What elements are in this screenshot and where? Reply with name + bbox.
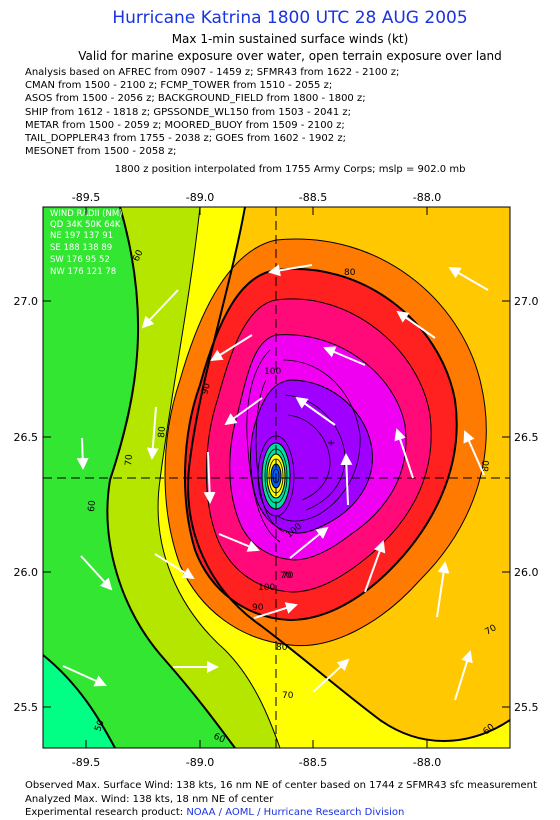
center-position-note: 1800 z position interpolated from 1755 A… [114,164,466,175]
source-line: Analysis based on AFREC from 0907 - 1459… [25,67,400,78]
contour-label: 60 [212,732,227,746]
y-tick-label: 25.5 [14,701,39,714]
x-tick-label: -89.5 [72,756,100,769]
wind-radii-row: NW 176 121 78 [50,267,116,277]
x-tick-label: -88.0 [413,756,441,769]
wind-radii-header: QD 34K 50K 64K [50,220,121,230]
x-tick-label: -89.0 [186,191,214,204]
analyzed-max-wind: Analyzed Max. Wind: 138 kts, 18 nm NE of… [25,793,274,805]
contour-label: 70 [282,571,294,581]
contour-label: 90 [252,603,264,613]
contour-label: 60 [132,248,146,263]
map-frame [42,206,511,749]
source-line: SHIP from 1612 - 1818 z; GPSSONDE_WL150 … [25,106,351,118]
contour-label: 50 [93,719,106,733]
credit-prefix: Experimental research product: [25,807,184,818]
y-tick-label: 27.0 [514,295,539,308]
contour-label: 100 [264,367,281,377]
wind-radii-row: SW 176 95 52 [50,255,110,265]
contour-label: 80 [344,268,356,278]
contour-label: 90 [200,382,213,396]
contour-label: 80 [276,643,288,653]
source-line: MESONET from 1500 - 2058 z; [25,146,177,158]
y-tick-label: 26.5 [514,431,539,444]
wind-radii-row: NE 197 137 91 [50,231,113,241]
axis-ticks [43,207,510,748]
contour-label: 70 [280,571,292,581]
observed-max-wind: Observed Max. Surface Wind: 138 kts, 16 … [25,780,537,791]
wind-field-map: + 50 60 60 60 60 70 70 70 70 80 80 80 80… [14,191,539,769]
source-line: CMAN from 1500 - 2100 z; FCMP_TOWER from… [25,80,333,92]
map-subtitle: Max 1-min sustained surface winds (kt) [171,32,409,46]
map-validity-note: Valid for marine exposure over water, op… [78,49,502,63]
x-tick-labels: -89.5 -89.0 -88.5 -88.0 -89.5 -89.0 -88.… [72,191,441,769]
x-tick-label: -89.5 [72,191,100,204]
x-tick-label: -89.0 [186,756,214,769]
map-title: Hurricane Katrina 1800 UTC 28 AUG 2005 [112,8,468,28]
y-tick-labels: 27.0 26.5 26.0 25.5 27.0 26.5 26.0 25.5 [14,295,539,714]
x-tick-label: -88.5 [299,756,327,769]
source-line: METAR from 1500 - 2059 z; MOORED_BUOY fr… [25,119,345,131]
contour-label: 60 [87,500,98,513]
wind-radii-table: WIND RADII (NM) QD 34K 50K 64K NE 197 13… [50,209,122,277]
source-line: TAIL_DOPPLER43 from 1755 - 2038 z; GOES … [25,133,346,145]
contour-label: 70 [124,454,135,467]
contour-label: 80 [157,426,168,439]
y-tick-label: 25.5 [514,701,539,714]
y-tick-label: 26.0 [14,566,39,579]
map-footer: Observed Max. Surface Wind: 138 kts, 16 … [25,779,537,820]
analysis-sources: Analysis based on AFREC from 0907 - 1459… [25,66,399,158]
y-tick-label: 26.5 [14,431,39,444]
contour-label: 70 [282,691,294,701]
y-tick-label: 27.0 [14,295,39,308]
contour-label: 80 [481,460,492,473]
credit-line: Experimental research product: NOAA / AO… [25,806,537,820]
wind-vectors [62,264,489,701]
hrd-link[interactable]: NOAA / AOML / Hurricane Research Divisio… [186,807,405,818]
wind-radii-row: SE 188 138 89 [50,243,112,253]
x-tick-label: -88.0 [413,191,441,204]
x-tick-label: -88.5 [299,191,327,204]
contour-label: 100 [258,583,275,593]
contour-label-group: 50 60 60 60 60 70 70 70 70 80 80 80 80 9… [87,248,499,745]
max-wind-marker: + [327,438,335,449]
y-tick-label: 26.0 [514,566,539,579]
center-crosshair [43,207,510,748]
source-line: ASOS from 1500 - 2056 z; BACKGROUND_FIEL… [25,93,366,105]
